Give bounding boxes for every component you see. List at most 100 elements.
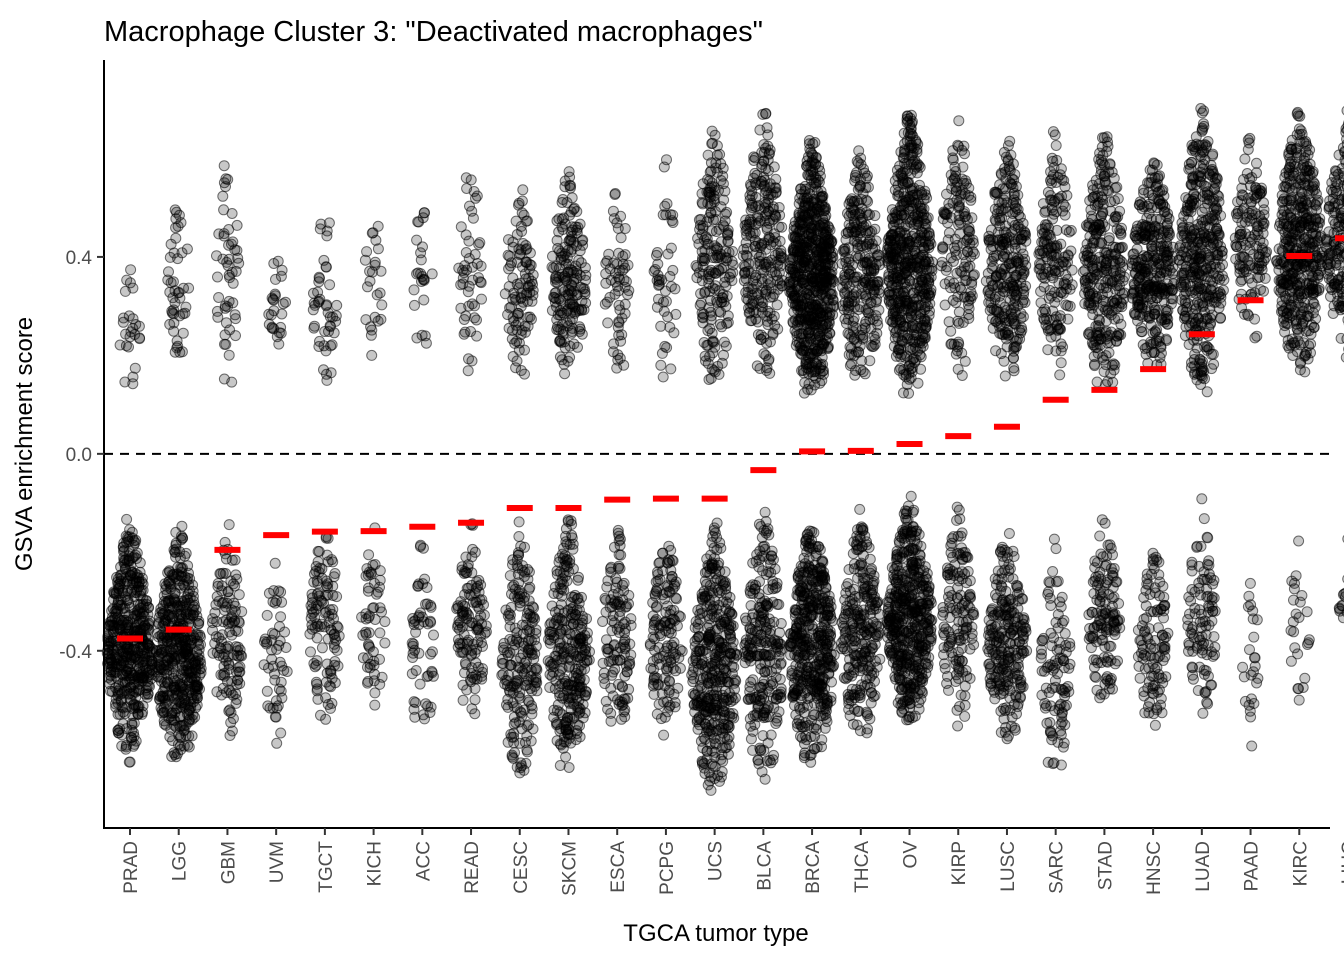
data-point xyxy=(360,314,372,326)
data-point xyxy=(572,341,583,353)
data-point xyxy=(755,744,767,756)
data-point xyxy=(457,272,469,284)
data-point xyxy=(457,694,469,706)
data-point xyxy=(821,306,833,318)
data-point xyxy=(357,652,369,664)
data-point xyxy=(611,217,623,229)
data-point xyxy=(509,747,520,759)
data-point xyxy=(689,635,701,647)
data-point xyxy=(759,773,771,785)
data-point xyxy=(269,711,281,723)
data-point xyxy=(458,314,470,325)
data-point xyxy=(745,676,757,688)
data-point xyxy=(665,281,677,292)
data-point xyxy=(750,650,762,662)
data-point xyxy=(579,644,591,656)
data-point xyxy=(280,642,292,653)
data-point xyxy=(229,605,241,617)
data-point xyxy=(323,217,335,229)
data-point xyxy=(223,239,235,251)
data-point xyxy=(605,715,617,727)
data-point xyxy=(524,644,536,656)
data-point xyxy=(565,279,577,291)
data-point xyxy=(177,600,189,612)
data-point xyxy=(774,235,786,247)
data-point xyxy=(469,694,481,706)
data-point xyxy=(163,652,174,664)
data-point xyxy=(690,260,702,272)
data-point xyxy=(174,346,186,358)
data-point xyxy=(379,637,391,649)
data-point xyxy=(775,618,787,629)
data-point xyxy=(647,597,659,609)
data-point xyxy=(772,275,784,286)
data-point xyxy=(764,144,776,156)
data-point xyxy=(267,293,279,305)
data-point xyxy=(126,732,138,743)
data-point xyxy=(217,567,229,579)
data-point xyxy=(714,674,726,686)
data-point xyxy=(120,340,132,352)
data-point xyxy=(217,616,229,628)
data-point xyxy=(117,316,129,328)
data-point xyxy=(655,713,667,725)
data-point xyxy=(104,678,116,690)
data-point xyxy=(133,685,145,697)
data-point xyxy=(647,631,659,643)
data-point xyxy=(801,324,813,335)
data-point xyxy=(276,660,288,672)
data-point xyxy=(517,184,529,196)
data-point xyxy=(162,595,174,607)
data-point xyxy=(824,242,836,254)
data-point xyxy=(819,276,831,288)
data-point xyxy=(764,291,776,303)
data-point xyxy=(758,703,770,715)
data-point xyxy=(771,598,783,610)
data-point xyxy=(226,725,238,737)
data-point xyxy=(574,687,586,699)
data-point xyxy=(671,620,683,632)
data-point xyxy=(565,737,577,749)
data-point xyxy=(761,755,773,767)
data-point xyxy=(235,649,247,661)
data-point xyxy=(159,631,171,643)
data-point xyxy=(471,190,483,202)
data-point xyxy=(615,232,627,244)
data-point xyxy=(707,684,719,696)
data-point xyxy=(184,613,196,625)
data-point xyxy=(170,698,182,710)
data-point xyxy=(460,644,472,656)
data-point xyxy=(557,578,569,590)
data-point xyxy=(648,688,660,700)
data-point xyxy=(428,629,439,641)
data-point xyxy=(609,541,620,553)
data-point xyxy=(715,753,727,765)
data-point xyxy=(462,365,474,377)
data-point xyxy=(170,526,182,538)
data-point xyxy=(599,298,611,310)
data-point xyxy=(790,605,802,616)
data-point xyxy=(374,627,386,639)
data-point xyxy=(472,623,484,635)
data-point xyxy=(419,207,430,219)
data-point xyxy=(665,363,677,375)
data-point xyxy=(723,721,735,733)
data-point xyxy=(418,294,430,306)
data-point xyxy=(507,581,519,593)
data-point xyxy=(559,368,571,380)
data-point xyxy=(562,514,574,526)
data-point xyxy=(825,253,837,265)
data-point xyxy=(690,650,702,662)
data-point xyxy=(126,717,138,729)
data-point xyxy=(415,254,427,266)
data-point xyxy=(524,279,536,291)
data-point xyxy=(324,311,336,323)
data-point xyxy=(693,696,705,708)
data-point xyxy=(660,615,672,627)
data-point xyxy=(557,250,569,262)
data-point xyxy=(224,626,236,638)
data-point xyxy=(755,333,767,345)
data-point xyxy=(657,209,669,221)
data-point xyxy=(522,564,534,575)
data-point xyxy=(123,545,135,557)
